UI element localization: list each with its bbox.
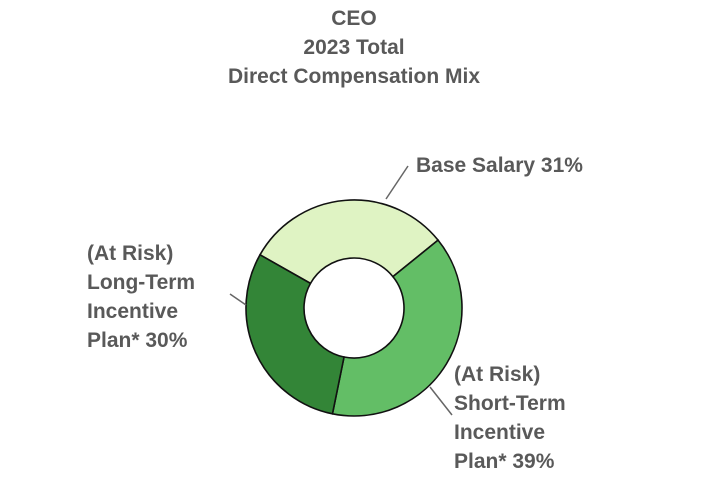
leader-line-long-term-incentive [229,293,247,306]
slice-long-term-incentive [245,253,345,415]
leader-line-short-term-incentive [429,386,453,416]
slice-label-short-term-incentive: (At Risk) Short-Term Incentive Plan* 39% [454,363,566,473]
slice-label-long-term-incentive: (At Risk) Long-Term Incentive Plan* 30% [87,242,196,352]
leader-line-base-salary [385,165,409,200]
chart-title-line-2: 2023 Total [303,36,405,59]
slice-base-salary [258,199,440,285]
chart-title: CEO 2023 Total Direct Compensation Mix [0,4,708,91]
chart-title-line-1: CEO [331,7,377,30]
slice-label-base-salary: Base Salary 31% [416,154,583,177]
chart-title-line-3: Direct Compensation Mix [227,65,481,88]
slice-short-term-incentive [331,239,463,417]
